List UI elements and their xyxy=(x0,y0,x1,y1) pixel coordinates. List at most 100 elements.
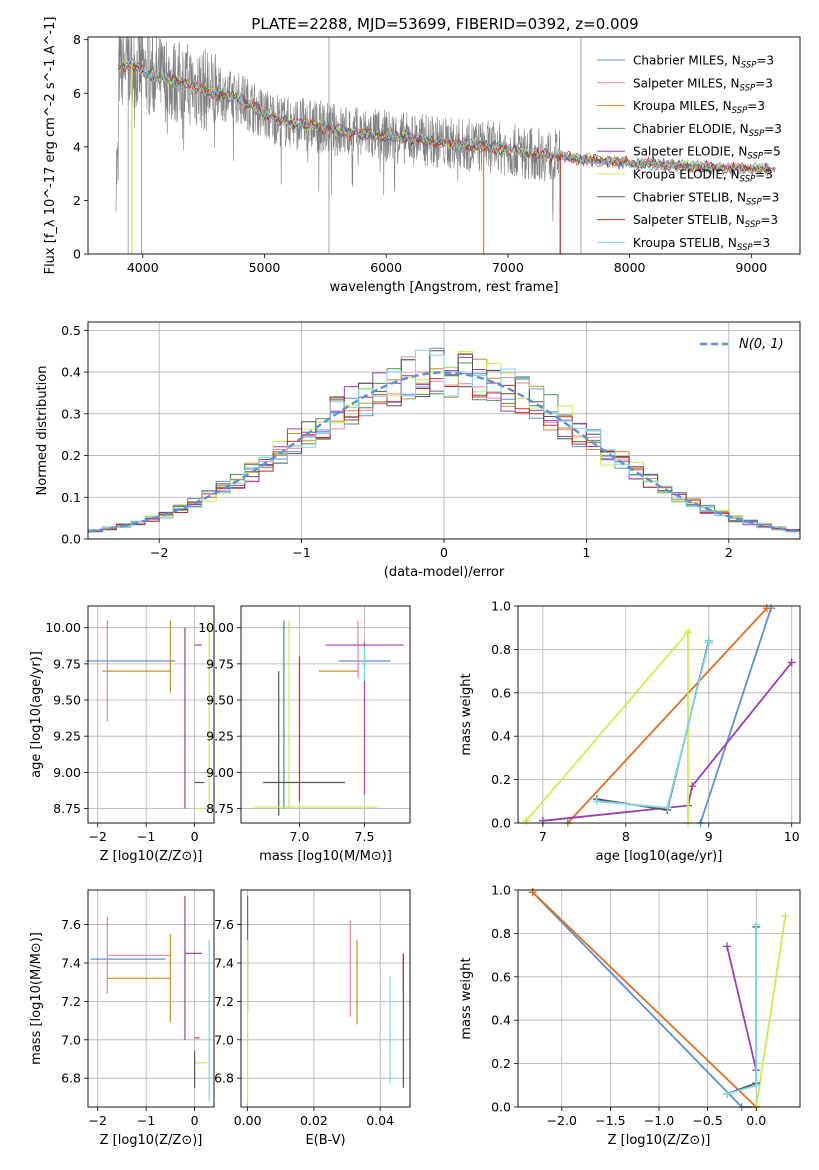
y-axis-label: mass weight xyxy=(459,957,474,1039)
y-tick-label: 8.75 xyxy=(206,801,234,816)
x-axis-label: Z [log10(Z/Z⊙)] xyxy=(100,849,203,864)
mass_vs_EBV-marks xyxy=(247,895,404,1102)
weight-line xyxy=(755,915,787,1108)
weight-line xyxy=(567,607,768,824)
y-tick-label: 0.3 xyxy=(61,406,81,421)
y-axis-label: age [log10(age/yr)] xyxy=(29,651,44,778)
age_vs_Z-marks xyxy=(85,620,210,810)
y-tick-label: 7.0 xyxy=(61,1032,81,1047)
y-axis-label: mass weight xyxy=(459,673,474,755)
y-tick-label: 9.50 xyxy=(206,693,234,708)
y-tick-label: 0.6 xyxy=(491,969,511,984)
weight_vs_Z-frame xyxy=(517,889,801,1108)
x-tick-label: −1.0 xyxy=(644,1113,674,1128)
weight_vs_age-panel: 7 8 9 10 0.0 0.2 0.4 0.6 0.8 1.0 age [log10(age/yr… xyxy=(459,599,801,864)
x-tick-label: −2 xyxy=(88,829,106,844)
x-axis-label: (data-model)/error xyxy=(384,565,505,580)
mass_vs_Z-panel: −2 −1 0 6.8 7.0 7.2 7.4 7.6 Z [log10(Z/Z⊙)] mass … xyxy=(29,889,215,1148)
y-tick-label: 6 xyxy=(73,86,81,101)
x-tick-label: 7 xyxy=(539,829,547,844)
y-tick-label: 0.8 xyxy=(491,926,511,941)
legend-label: Kroupa ELODIE, NSSP=3 xyxy=(633,168,773,185)
y-tick-label: 1.0 xyxy=(491,883,511,898)
x-tick-label: 0.00 xyxy=(234,1113,262,1128)
x-tick-label: 4000 xyxy=(127,260,159,275)
y-axis-label: Flux [f_λ 10^-17 erg cm^-2 s^-1 A^-1] xyxy=(43,17,58,275)
y-tick-label: 9.00 xyxy=(206,765,234,780)
weight-marker xyxy=(688,782,697,791)
x-tick-label: 0 xyxy=(440,545,448,560)
weight-marker xyxy=(787,658,796,667)
y-tick-label: 4 xyxy=(73,139,81,154)
mass_vs_Z-frame xyxy=(87,889,215,1108)
weight-marker xyxy=(684,628,693,637)
x-tick-label: 6000 xyxy=(370,260,402,275)
spectrum-marks xyxy=(115,36,776,254)
weight-marker xyxy=(752,920,761,929)
x-tick-label: −1 xyxy=(137,829,155,844)
x-tick-label: −0.5 xyxy=(692,1113,722,1128)
x-tick-label: 0.04 xyxy=(366,1113,394,1128)
y-tick-label: 9.75 xyxy=(206,656,234,671)
x-tick-label: −2.0 xyxy=(547,1113,577,1128)
y-tick-label: 10.00 xyxy=(45,620,81,635)
weight-line xyxy=(525,629,689,823)
spectrum-frame xyxy=(87,36,801,255)
weight_vs_Z-panel: −2.0 −1.5 −1.0 −0.5 0.0 0.0 0.2 0.4 0.6 0.8 1.0 Z [… xyxy=(459,883,801,1148)
weight_vs_age-marks xyxy=(522,604,796,827)
weight-marker xyxy=(762,604,771,613)
y-tick-label: 9.25 xyxy=(53,729,81,744)
weight-marker xyxy=(663,803,672,812)
y-tick-label: 7.2 xyxy=(214,994,234,1009)
y-tick-label: 0.6 xyxy=(491,685,511,700)
y-tick-label: 0.2 xyxy=(61,448,81,463)
spectrum-panel: 4000 5000 6000 7000 8000 9000 0 2 4 6 8 wavelength … xyxy=(43,17,801,295)
y-tick-label: 0.2 xyxy=(491,1056,511,1071)
x-tick-label: 10 xyxy=(784,829,800,844)
x-tick-label: 0 xyxy=(191,829,199,844)
weight-line xyxy=(531,891,757,1108)
model-kroupa-stelib xyxy=(118,57,770,175)
weight-line xyxy=(726,946,758,1071)
y-tick-label: 9.25 xyxy=(206,729,234,744)
y-tick-label: 1.0 xyxy=(491,599,511,614)
weight-marker xyxy=(592,797,601,806)
model-salpeter-stelib xyxy=(118,61,770,174)
x-tick-label: 2 xyxy=(725,545,733,560)
legend-label: Salpeter ELODIE, NSSP=5 xyxy=(633,145,781,162)
y-tick-label: 0.2 xyxy=(491,772,511,787)
x-tick-label: 1 xyxy=(582,545,590,560)
x-tick-label: −1 xyxy=(137,1113,155,1128)
age_vs_mass-panel: 7.0 7.5 8.75 9.00 9.25 9.50 9.75 10.00 mass [log… xyxy=(198,605,411,864)
legend-label: Chabrier STELIB, NSSP=3 xyxy=(633,190,779,207)
y-tick-label: 8.75 xyxy=(53,801,81,816)
y-tick-label: 7.6 xyxy=(61,917,81,932)
mass_vs_Z-marks xyxy=(90,895,210,1102)
mass_vs_EBV-panel: 0.00 0.02 0.04 6.8 7.0 7.2 7.4 7.6 E(B-V) xyxy=(214,889,411,1148)
y-tick-label: 0.0 xyxy=(491,816,511,831)
x-axis-label: age [log10(age/yr)] xyxy=(596,849,723,864)
x-tick-label: 9000 xyxy=(735,260,767,275)
weight-marker xyxy=(781,912,790,921)
x-axis-label: wavelength [Angstrom, rest frame] xyxy=(330,280,559,295)
weight-line xyxy=(542,661,793,822)
y-tick-label: 9.50 xyxy=(53,693,81,708)
x-tick-label: 0.0 xyxy=(746,1113,766,1128)
y-tick-label: 0.4 xyxy=(491,729,511,744)
y-tick-label: 0.0 xyxy=(61,532,81,547)
x-tick-label: −1.5 xyxy=(595,1113,625,1128)
x-axis-label: mass [log10(M/M⊙)] xyxy=(259,849,392,864)
weight-marker xyxy=(704,636,713,645)
normal-curve xyxy=(87,371,801,533)
weight-line xyxy=(699,607,772,824)
y-tick-label: 10.00 xyxy=(198,620,234,635)
x-axis-label: E(B-V) xyxy=(305,1133,345,1148)
age_vs_Z-panel: −2 −1 0 8.75 9.00 9.25 9.50 9.75 10.00 Z [log10(Z… xyxy=(29,605,215,864)
x-axis-label: Z [log10(Z/Z⊙)] xyxy=(608,1133,711,1148)
spectrum-legend: Chabrier MILES, NSSP=3 Salpeter MILES, NS… xyxy=(597,54,782,253)
x-tick-label: 5000 xyxy=(249,260,281,275)
x-tick-label: 0.02 xyxy=(300,1113,328,1128)
y-tick-label: 8 xyxy=(73,32,81,47)
x-tick-label: 8 xyxy=(622,829,630,844)
age_vs_mass-frame xyxy=(240,605,411,824)
